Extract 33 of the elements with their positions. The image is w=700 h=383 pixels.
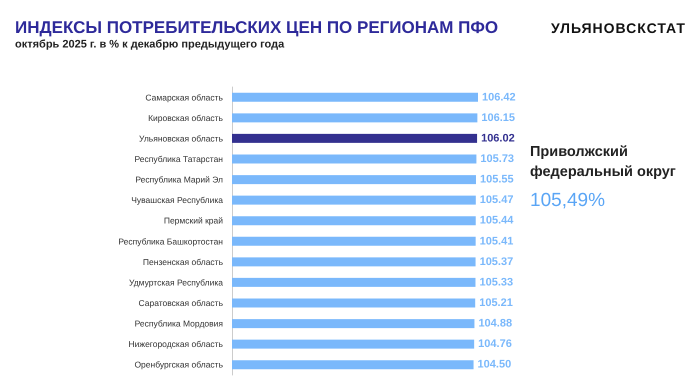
data-label: 106.15 xyxy=(481,112,516,124)
y-tick-label: Оренбургская область xyxy=(134,360,224,370)
y-tick-label: Республика Татарстан xyxy=(134,154,224,164)
data-label: 105.55 xyxy=(480,174,514,186)
data-label: 105.47 xyxy=(480,194,514,206)
text: 105,49% xyxy=(530,190,606,213)
data-label: 104.88 xyxy=(478,318,512,330)
y-tick-label: Республика Мордовия xyxy=(134,318,224,329)
data-label: 104.76 xyxy=(478,338,512,350)
y-tick-label: Пермский край xyxy=(164,216,224,226)
y-tick-label: Ульяновская область xyxy=(139,133,224,144)
y-tick-label: Нижегородская область xyxy=(128,339,224,350)
y-tick-label: Пензенская область xyxy=(142,256,224,267)
data-label: 105.37 xyxy=(480,256,514,268)
text: УЛЬЯНОВСКСТАТ xyxy=(550,20,686,37)
data-label: 105.33 xyxy=(479,276,514,288)
y-tick-label: Республика Башкортостан xyxy=(118,236,224,246)
data-label: 106.02 xyxy=(481,132,515,144)
data-label: 104.50 xyxy=(478,358,512,371)
data-label: 105.41 xyxy=(480,235,514,248)
y-tick-label: Кировская область xyxy=(148,112,224,123)
data-label: 105.21 xyxy=(479,297,513,309)
text: Приволжский федеральный округ xyxy=(530,143,677,182)
y-tick-label: Чувашская Республика xyxy=(131,195,224,206)
y-tick-label: Удмуртская Республика xyxy=(128,277,224,288)
data-label: 105.73 xyxy=(480,153,514,165)
y-tick-label: Самарская область xyxy=(145,92,224,102)
chart-subtitle: октябрь 2025 г. в % к декабрю предыдущего года xyxy=(15,38,286,50)
y-tick-label: Саратовская область xyxy=(138,298,224,308)
data-label: 106.42 xyxy=(482,91,516,104)
y-tick-label: Республика Марий Эл xyxy=(135,174,224,185)
chart-title: ИНДЕКСЫ ПОТРЕБИТЕЛЬСКИХ ЦЕН ПО РЕГИОНАМ ПФО xyxy=(15,18,498,37)
data-label: 105.44 xyxy=(480,214,514,227)
